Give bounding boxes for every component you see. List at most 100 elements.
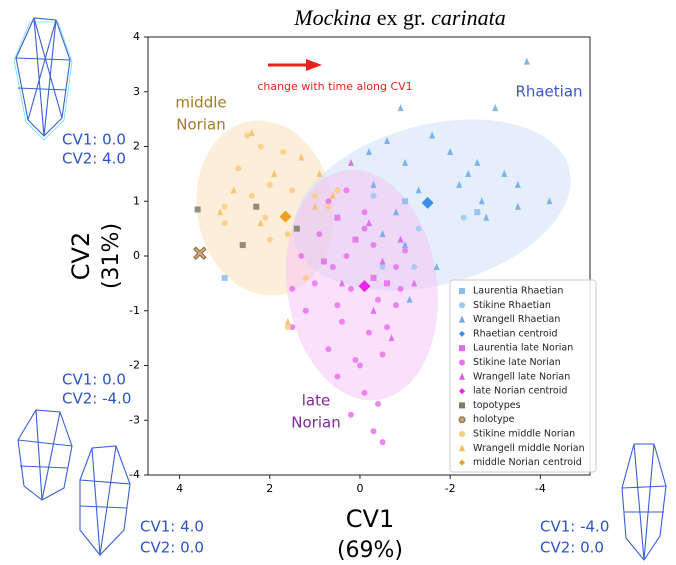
point [393,263,400,270]
point [221,203,228,210]
point [334,373,341,380]
x-tick-label: -2 [445,482,456,495]
point [397,285,404,292]
shape-label: CV2: 0.0 [140,539,204,557]
point [433,262,440,270]
point [501,169,508,177]
point [311,280,318,287]
point [271,169,278,177]
point [347,411,354,418]
point [248,192,255,199]
point [514,180,521,188]
point [284,231,291,238]
point [316,231,323,238]
title-part: ex gr. [377,5,426,30]
point [316,169,323,177]
point [325,203,332,210]
y-axis-label: CV2 [67,232,95,280]
point [402,198,409,205]
point [406,295,413,303]
point [248,128,255,136]
point [370,306,377,314]
wireframe [15,17,71,137]
point [325,346,332,353]
legend-label: topotypes [473,400,521,411]
wireframe [79,445,131,556]
point [375,296,382,303]
point [402,158,409,166]
point [334,214,341,221]
point [379,263,386,270]
legend-label: Laurentia Rhaetian [473,286,563,297]
y-tick-label: 3 [133,85,140,98]
legend-label: Stikine middle Norian [473,429,575,440]
point [320,258,327,265]
point [289,324,296,331]
legend-marker [459,302,465,309]
legend-marker [459,431,465,437]
legend-label: middle Norian centroid [473,457,582,468]
point [298,253,305,259]
point [397,235,404,243]
point [366,329,372,336]
point [465,169,472,177]
legend-marker [459,402,465,409]
point [347,285,354,292]
x-axis-label: CV1 [346,505,394,533]
point [284,317,291,325]
point [370,192,377,199]
legend-label: holotype [473,414,515,425]
point [388,334,395,342]
point [411,263,418,270]
title-part: Mockina [293,5,371,30]
y-tick-label: 1 [133,194,140,207]
y-tick-label: 0 [133,249,140,262]
point [478,197,485,205]
legend-marker [459,288,465,294]
point [483,213,490,221]
point [298,153,305,161]
y-tick-label: -1 [129,304,140,317]
point [370,274,377,281]
annotation: Norian [291,414,340,432]
legend-marker [459,330,465,337]
holotype [193,246,207,260]
wireframe [17,409,73,501]
legend-marker [459,459,465,466]
point [352,236,359,243]
trend-arrow-head [306,59,322,71]
point [456,180,463,188]
legend-label: Rhaetian centroid [473,328,558,339]
annotation: middle [175,94,226,112]
x-tick-label: 4 [176,482,183,495]
point [474,209,481,216]
point [284,324,291,331]
point [302,307,309,314]
point [253,203,260,210]
point [384,280,391,287]
point [311,192,318,199]
annotation: late [302,392,330,410]
point [514,202,521,210]
point [338,279,345,287]
point [325,198,332,205]
point [343,253,350,259]
point [280,148,287,155]
point [546,197,553,205]
y-tick-label: 4 [133,30,140,43]
point [217,208,224,216]
point [361,389,368,396]
shape-label: CV1: 4.0 [140,518,204,536]
point [384,137,391,145]
point [523,57,530,65]
point [411,279,418,287]
point [366,219,372,227]
point [361,225,368,232]
chart-title: Mockina ex gr. carinata [293,5,505,30]
x-axis-label: (69%) [337,538,403,563]
point [379,439,386,446]
point [221,220,228,227]
point [293,225,300,232]
y-tick-label: -2 [129,359,140,372]
